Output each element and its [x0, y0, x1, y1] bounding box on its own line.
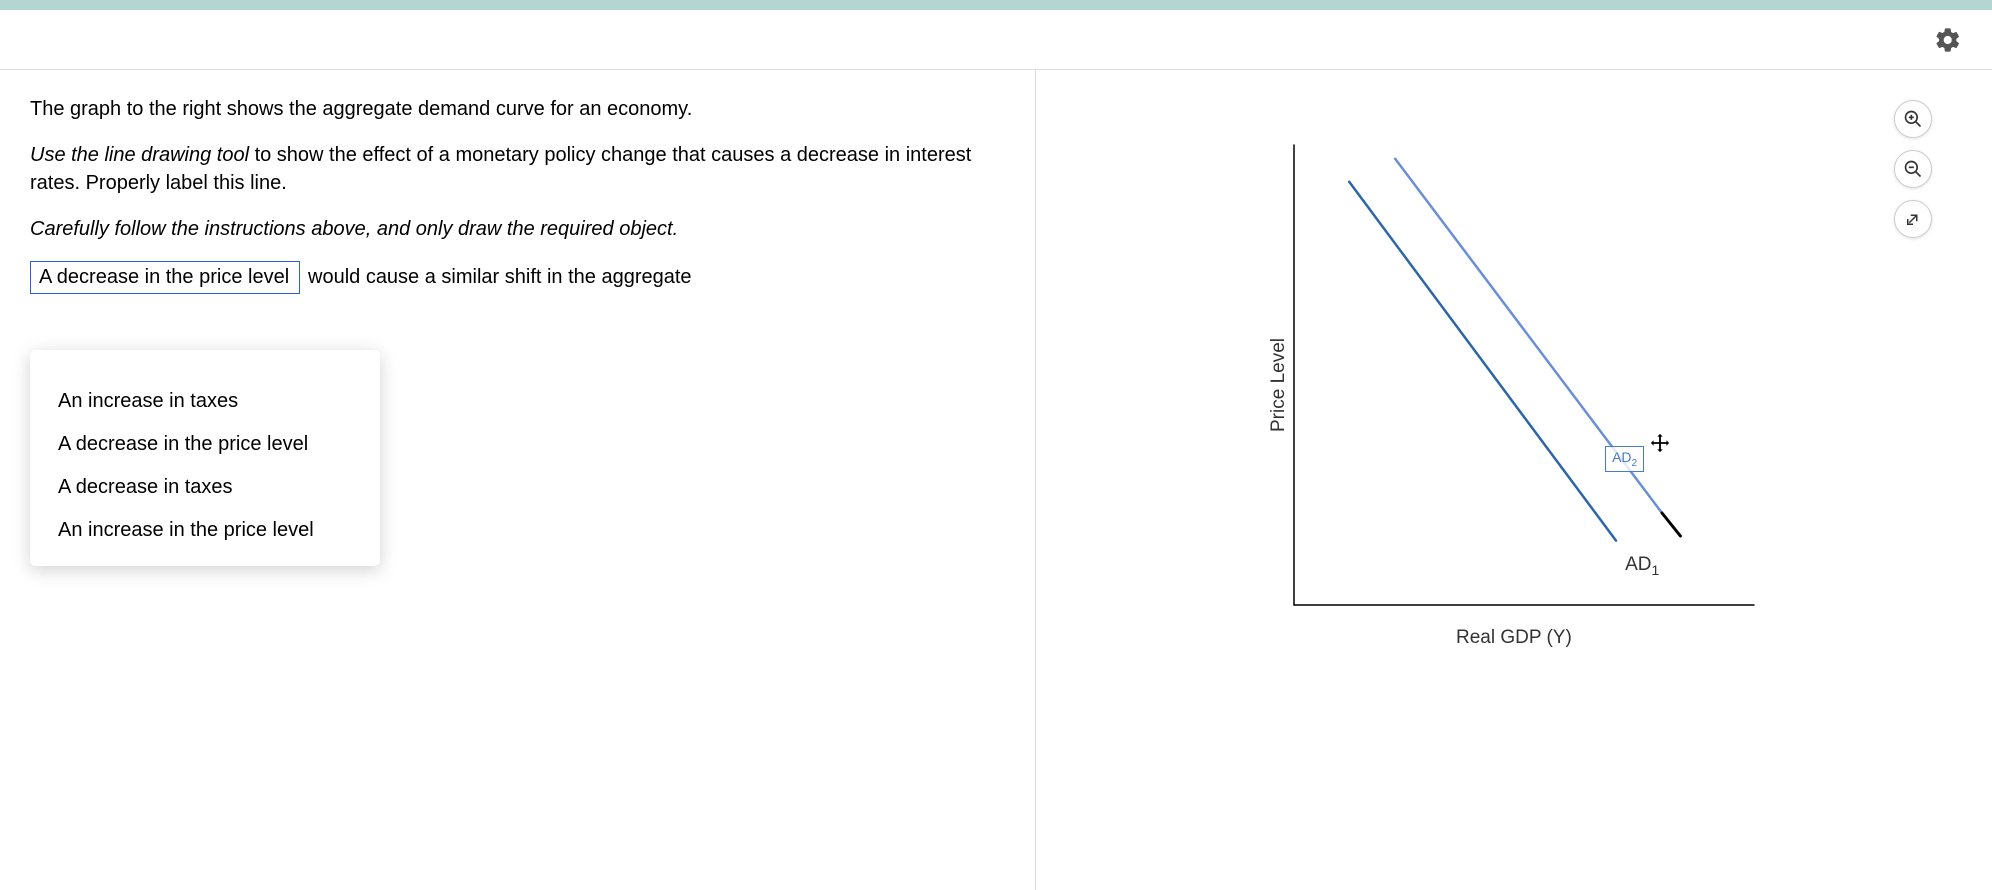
question-para-2: Use the line drawing tool to show the ef… — [30, 141, 1005, 197]
graph-panel: Price Level Real GDP (Y) AD1 AD2 — [1036, 70, 1992, 890]
dropdown-option[interactable]: An increase in taxes — [30, 380, 380, 423]
graph-toolbar — [1894, 100, 1932, 238]
y-axis-label: Price Level — [1268, 338, 1290, 432]
answer-sentence-suffix: would cause a similar shift in the aggre… — [308, 266, 692, 289]
dropdown-menu: An increase in taxes A decrease in the p… — [30, 350, 380, 566]
answer-dropdown[interactable]: A decrease in the price level — [30, 261, 300, 294]
graph-area[interactable]: Price Level Real GDP (Y) AD1 AD2 — [1254, 125, 1774, 645]
top-accent-bar — [0, 0, 1992, 10]
dropdown-option[interactable]: A decrease in taxes — [30, 466, 380, 509]
ad2-label-box[interactable]: AD2 — [1605, 446, 1644, 472]
main-content: The graph to the right shows the aggrega… — [0, 70, 1992, 890]
zoom-out-icon[interactable] — [1894, 150, 1932, 188]
graph-svg[interactable] — [1254, 125, 1774, 645]
ad1-label: AD1 — [1625, 554, 1659, 578]
header-bar — [0, 10, 1992, 70]
move-handle-icon[interactable] — [1649, 432, 1671, 454]
dropdown-option[interactable]: A decrease in the price level — [30, 423, 380, 466]
question-panel: The graph to the right shows the aggrega… — [0, 70, 1036, 890]
dropdown-option[interactable]: An increase in the price level — [30, 509, 380, 552]
line-tool-instruction: Use the line drawing tool — [30, 144, 249, 166]
settings-gear-icon[interactable] — [1934, 26, 1962, 54]
popout-icon[interactable] — [1894, 200, 1932, 238]
x-axis-label: Real GDP (Y) — [1456, 627, 1572, 649]
question-para-3: Carefully follow the instructions above,… — [30, 215, 1005, 243]
zoom-in-icon[interactable] — [1894, 100, 1932, 138]
question-para-1: The graph to the right shows the aggrega… — [30, 95, 1005, 123]
answer-dropdown-row: A decrease in the price level would caus… — [30, 261, 1005, 294]
